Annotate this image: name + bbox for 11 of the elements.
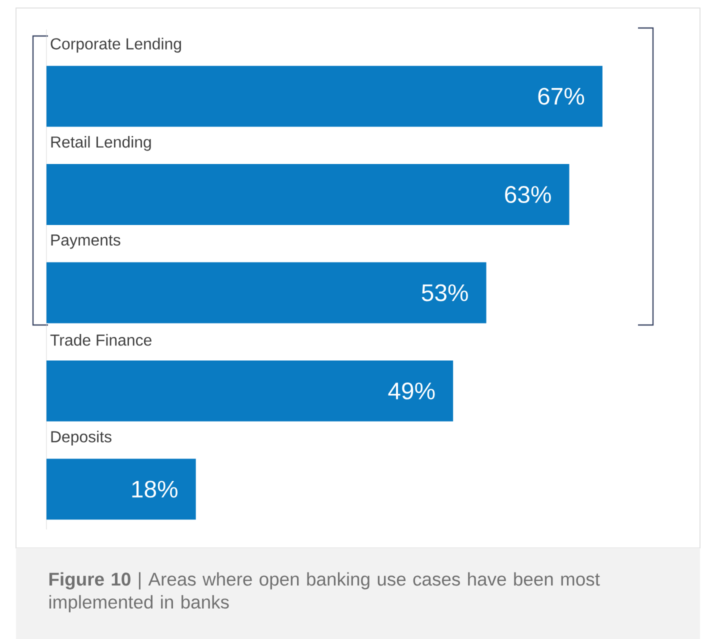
y-tick-label: Corporate Lending (50, 38, 181, 53)
y-tick-label: Deposits (51, 430, 112, 446)
data-label: 53% (422, 284, 468, 302)
data-label: 18% (132, 480, 178, 498)
data-label: 49% (388, 382, 435, 400)
data-label: 67% (538, 88, 584, 105)
y-tick-label: Retail Lending (51, 136, 151, 151)
data-label: 63% (505, 186, 551, 203)
y-tick-label: Payments (51, 234, 120, 249)
y-tick-label: Trade Finance (50, 334, 152, 346)
text: Figure 10 | Areas where open banking use cases have been most implemented in banks (49, 572, 600, 612)
